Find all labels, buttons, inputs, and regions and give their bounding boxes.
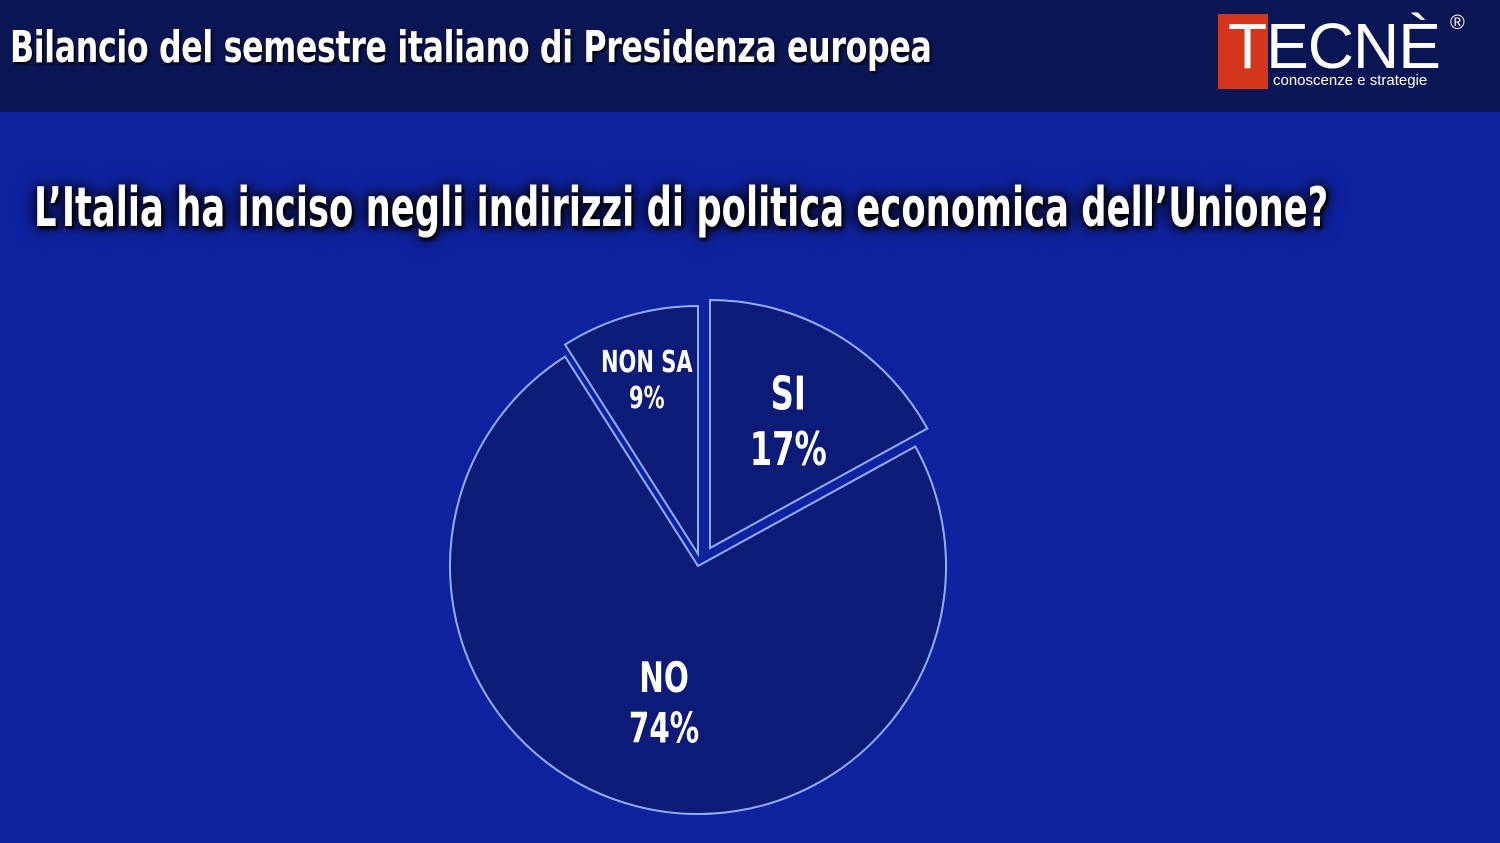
pie-slices — [449, 298, 947, 815]
pie-slice-no — [449, 355, 947, 815]
slice-label-non-sa: NON SA — [601, 345, 693, 380]
slice-label-no: NO — [639, 653, 689, 703]
slice-value-no: 74% — [629, 703, 699, 753]
slice-label-si: SI — [771, 368, 806, 421]
logo-registered-mark: ® — [1450, 12, 1465, 34]
logo-tagline: conoscenze e strategie — [1273, 72, 1428, 89]
page-title: Bilancio del semestre italiano di Presid… — [10, 22, 932, 73]
pie-slice-si — [709, 298, 929, 550]
logo-wordmark: TECNÈ — [1228, 10, 1441, 82]
slice-value-non-sa: 9% — [629, 381, 665, 416]
pie-slice-non-sa — [563, 304, 699, 558]
tecne-logo: TECNÈ ® conoscenze e strategie — [1218, 10, 1478, 92]
chart-title: L’Italia ha inciso negli indirizzi di po… — [34, 176, 1329, 239]
slice-value-si: 17% — [750, 423, 827, 476]
header-bar: Bilancio del semestre italiano di Presid… — [0, 0, 1500, 112]
logo-red-box — [1218, 14, 1268, 89]
